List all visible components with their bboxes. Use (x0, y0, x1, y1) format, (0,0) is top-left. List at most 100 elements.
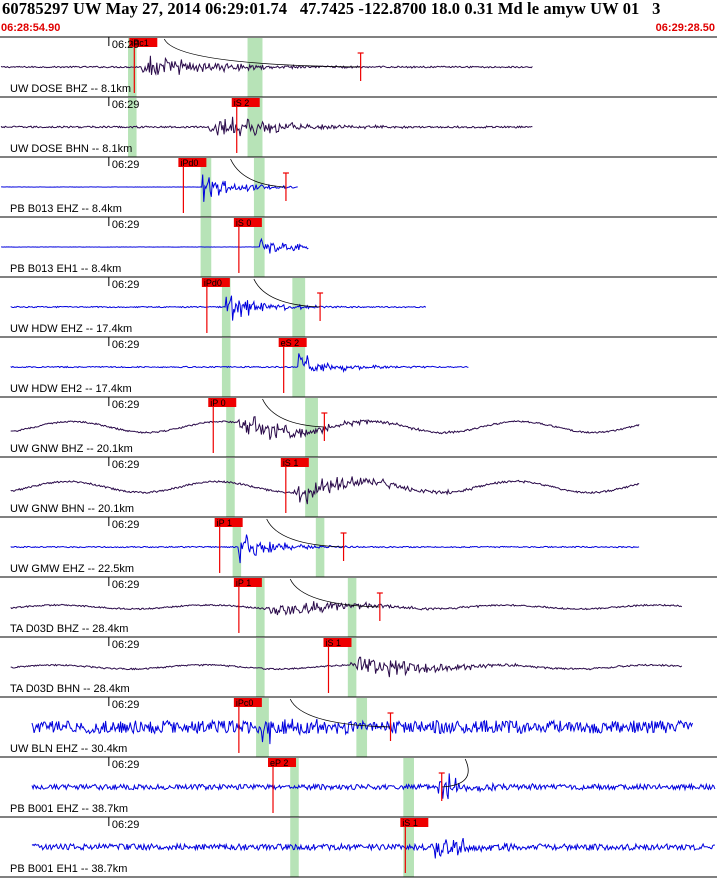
phase-pick-box[interactable] (400, 818, 429, 827)
time-tick-label: 06:29 (112, 519, 140, 531)
coda-curve (253, 278, 321, 308)
pick-window (347, 578, 357, 637)
time-tick-label: 06:29 (112, 459, 140, 471)
phase-pick-label: iS 2 (234, 98, 250, 108)
phase-pick-box[interactable] (323, 638, 352, 647)
phase-pick-box[interactable] (208, 398, 237, 407)
time-tick-label: 06:29 (112, 819, 140, 831)
pick-window (403, 758, 414, 817)
coda-curve (262, 398, 325, 428)
time-tick-label: 06:29 (112, 339, 140, 351)
time-tick-label: 06:29 (112, 219, 140, 231)
pick-window (232, 518, 242, 577)
phase-pick-label: eP 2 (270, 758, 288, 768)
phase-pick-box[interactable] (278, 338, 307, 347)
phase-pick-label: iPc1 (131, 38, 149, 48)
phase-pick-label: iS 0 (236, 218, 252, 228)
seismic-trace (10, 353, 469, 374)
phase-pick-label: iPc0 (236, 698, 254, 708)
station-label: PB B013 EHZ -- 8.4km (10, 203, 122, 215)
coda-curve (163, 38, 361, 68)
phase-pick-box[interactable] (129, 38, 158, 47)
pick-window (290, 758, 299, 817)
coda-curve (441, 758, 469, 788)
pick-window (305, 398, 318, 457)
coda-curve (289, 578, 380, 608)
phase-pick-box[interactable] (214, 518, 243, 527)
station-label: PB B001 EHZ -- 38.7km (10, 803, 128, 815)
pick-window (226, 458, 235, 517)
station-label: UW HDW EH2 -- 17.4km (10, 383, 132, 395)
station-label: TA D03D BHN -- 28.4km (10, 683, 130, 695)
pick-window (305, 458, 318, 517)
pick-window (226, 398, 235, 457)
phase-pick-label: iS 1 (402, 818, 418, 828)
phase-pick-label: iP 1 (236, 578, 251, 588)
phase-pick-label: iP 1 (217, 518, 232, 528)
station-label: UW GNW BHN -- 20.1km (10, 503, 134, 515)
event-title: 60785297 UW May 27, 2014 06:29:01.74 47.… (2, 0, 661, 18)
station-label: UW BLN EHZ -- 30.4km (10, 743, 127, 755)
pick-window (221, 338, 231, 397)
seismic-trace (10, 656, 683, 678)
phase-pick-box[interactable] (268, 758, 297, 767)
end-time: 06:29:28.50 (655, 22, 715, 34)
seismic-trace (0, 116, 533, 137)
time-tick-label: 06:29 (112, 759, 140, 771)
phase-pick-label: iPd0 (180, 158, 198, 168)
seismic-trace (10, 476, 640, 505)
phase-pick-label: iPd0 (204, 278, 222, 288)
pick-window (253, 218, 265, 277)
pick-window (292, 278, 306, 337)
traces: iPc1 iS 2 iPd0 iS 0 iPd0 eS 2 iP 0 iS 1 iP 1 iP 1… (0, 38, 716, 873)
phase-pick-box[interactable] (233, 218, 262, 227)
seismic-trace (0, 55, 533, 76)
pick-window (221, 278, 231, 337)
pick-window (292, 338, 306, 397)
coda-curve (289, 698, 391, 728)
station-label: UW DOSE BHN -- 8.1km (10, 143, 132, 155)
phase-pick-label: eS 2 (281, 338, 300, 348)
time-tick-label: 06:29 (112, 699, 140, 711)
header: 60785297 UW May 27, 2014 06:29:01.74 47.… (0, 0, 717, 36)
seismic-trace (10, 601, 683, 616)
pick-window (247, 98, 263, 157)
station-label: UW GMW EHZ -- 22.5km (10, 563, 134, 575)
pick-window (256, 578, 265, 637)
start-time: 06:28:54.90 (1, 22, 61, 34)
coda-curve (230, 158, 286, 188)
time-tick-label: 06:29 (112, 399, 140, 411)
pick-window (256, 698, 269, 757)
axes: 06:29 UW DOSE BHZ -- 8.1km 06:29 UW DOSE BH… (0, 36, 717, 878)
phase-pick-box[interactable] (233, 698, 262, 707)
time-tick-label: 06:29 (112, 579, 140, 591)
station-label: UW HDW EHZ -- 17.4km (10, 323, 132, 335)
seismic-trace (10, 534, 640, 564)
pick-window (347, 638, 357, 697)
station-label: TA D03D BHZ -- 28.4km (10, 623, 128, 635)
seismic-trace (31, 837, 715, 859)
phase-pick-box[interactable] (280, 458, 309, 467)
phase-pick-label: iS 1 (283, 458, 299, 468)
station-label: PB B013 EH1 -- 8.4km (10, 263, 121, 275)
phase-pick-box[interactable] (178, 158, 207, 167)
phase-pick-box[interactable] (201, 278, 230, 287)
time-tick-label: 06:29 (112, 159, 140, 171)
time-tick-label: 06:29 (112, 279, 140, 291)
seismic-trace (1, 237, 309, 254)
phase-pick-box[interactable] (233, 578, 262, 587)
time-tick-label: 06:29 (112, 39, 140, 51)
pick-window (315, 518, 325, 577)
station-label: UW DOSE BHZ -- 8.1km (10, 83, 131, 95)
station-label: UW GNW BHZ -- 20.1km (10, 443, 133, 455)
seismic-trace (10, 295, 427, 321)
phase-pick-label: iS 1 (325, 638, 341, 648)
phase-pick-label: iP 0 (210, 398, 225, 408)
seismic-trace (31, 773, 716, 800)
time-tick-label: 06:29 (112, 99, 140, 111)
phase-pick-box[interactable] (231, 98, 260, 107)
time-tick-label: 06:29 (112, 639, 140, 651)
seismic-trace (1, 174, 298, 202)
station-label: PB B001 EH1 -- 38.7km (10, 863, 127, 875)
